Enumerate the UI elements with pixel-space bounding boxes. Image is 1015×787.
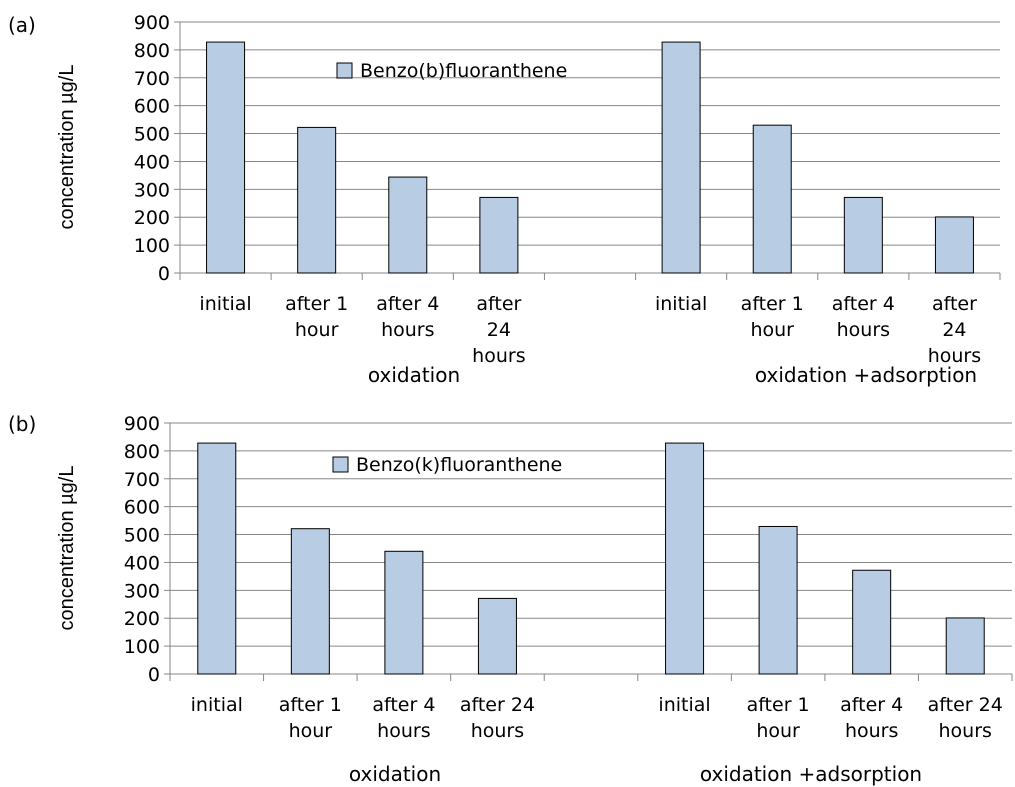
y-tick-label: 800 (124, 441, 160, 463)
y-tick-label: 300 (134, 179, 170, 201)
y-axis-label: concentration µg/L (56, 466, 78, 631)
bar (297, 126, 337, 274)
y-tick-label: 600 (134, 96, 170, 118)
y-tick-label: 200 (134, 207, 170, 229)
x-category-label: after (932, 293, 977, 315)
bar (197, 442, 237, 675)
y-tick-label: 600 (124, 497, 160, 519)
bar (384, 550, 424, 675)
x-category-label: hours (472, 345, 525, 367)
x-category-label: hours (471, 720, 524, 742)
x-group-label: oxidation +adsorption (700, 762, 922, 786)
bar (945, 617, 985, 675)
y-tick-label: 500 (134, 124, 170, 146)
x-category-label: after 4 (832, 293, 895, 315)
y-tick-label: 400 (134, 151, 170, 173)
bar (477, 597, 517, 675)
x-category-label: after 4 (372, 694, 435, 716)
x-category-label: after (476, 293, 521, 315)
x-category-label: after 1 (285, 293, 348, 315)
x-category-label: after 24 (460, 694, 535, 716)
legend-swatch (336, 62, 353, 79)
x-category-label: hour (750, 319, 794, 341)
bar (752, 124, 792, 274)
x-category-label: hours (939, 720, 992, 742)
x-category-label: initial (658, 694, 710, 716)
y-tick-label: 400 (124, 552, 160, 574)
y-tick-label: 900 (124, 413, 160, 435)
x-category-label: hours (837, 319, 890, 341)
bar (758, 525, 798, 675)
x-category-label: hour (295, 319, 339, 341)
y-tick-label: 900 (134, 12, 170, 34)
y-tick-label: 700 (134, 68, 170, 90)
x-category-label: 24 (942, 319, 966, 341)
x-category-label: after 4 (376, 293, 439, 315)
bar (843, 196, 883, 274)
legend-swatch (332, 456, 349, 473)
x-category-label: after 1 (279, 694, 342, 716)
y-axis-label: concentration µg/L (56, 65, 78, 230)
x-group-label: oxidation +adsorption (755, 363, 977, 387)
x-category-label: after 1 (747, 694, 810, 716)
x-category-label: hour (756, 720, 800, 742)
x-category-label: 24 (487, 319, 511, 341)
y-tick-label: 200 (124, 608, 160, 630)
bar (665, 442, 705, 675)
x-category-label: initial (199, 293, 251, 315)
y-tick-label: 700 (124, 469, 160, 491)
x-category-label: after 4 (840, 694, 903, 716)
bar (479, 196, 519, 274)
legend-label: Benzo(k)fluoranthene (356, 454, 562, 476)
y-tick-label: 500 (124, 525, 160, 547)
legend-label: Benzo(b)fluoranthene (360, 60, 567, 82)
panel-label: (b) (8, 412, 36, 436)
x-category-label: hours (845, 720, 898, 742)
y-tick-label: 0 (158, 263, 170, 285)
x-category-label: hours (928, 345, 981, 367)
bar (661, 41, 701, 274)
x-category-label: hours (381, 319, 434, 341)
x-category-label: after 1 (741, 293, 804, 315)
x-group-label: oxidation (368, 363, 460, 387)
x-category-label: after 24 (928, 694, 1003, 716)
y-tick-label: 0 (148, 664, 160, 686)
panel-label: (a) (8, 13, 36, 37)
x-category-label: initial (655, 293, 707, 315)
y-tick-label: 800 (134, 40, 170, 62)
bar (290, 528, 330, 675)
y-tick-label: 100 (134, 235, 170, 257)
bar (206, 41, 246, 274)
bar (388, 176, 428, 274)
x-group-label: oxidation (349, 762, 441, 786)
y-tick-label: 300 (124, 580, 160, 602)
bar (934, 216, 974, 274)
x-category-label: initial (191, 694, 243, 716)
y-tick-label: 100 (124, 636, 160, 658)
x-category-label: hour (289, 720, 333, 742)
x-category-label: hours (377, 720, 430, 742)
bar (852, 569, 892, 675)
